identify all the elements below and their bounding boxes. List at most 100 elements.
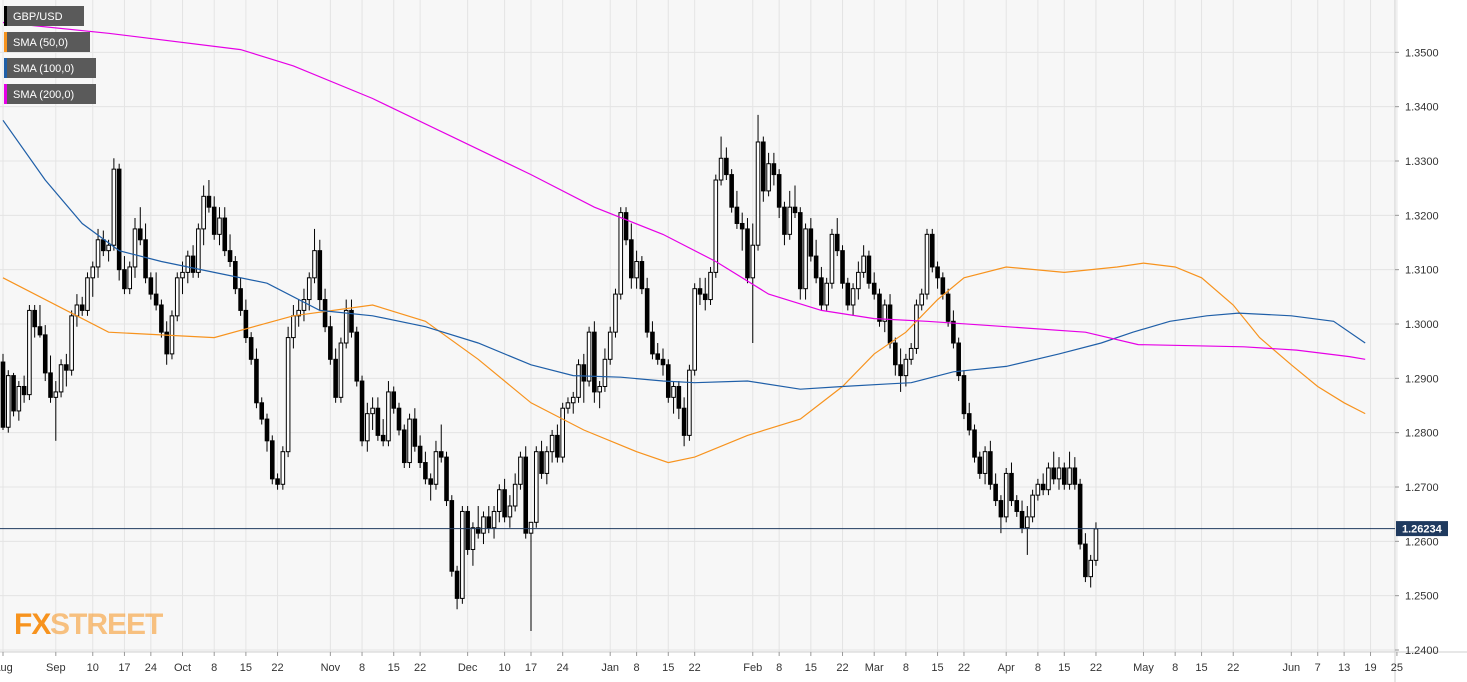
candle [143, 223, 148, 284]
candle-body-down [354, 331, 360, 382]
candle-body-up [370, 407, 375, 415]
candle-body-down [454, 570, 460, 599]
x-tick-label: 22 [958, 662, 970, 674]
candle [924, 228, 930, 300]
candle-body-down [1061, 467, 1067, 485]
y-tick-label: 1.3400 [1405, 102, 1439, 114]
candle [375, 397, 381, 441]
candle-body-up [291, 315, 296, 339]
candle-body-down [761, 141, 766, 192]
candle-body-down [269, 440, 275, 480]
candle [301, 288, 307, 322]
candle-body-down [734, 206, 740, 224]
candle [180, 261, 185, 295]
x-tick-label: 24 [557, 662, 569, 674]
candle-body-up [90, 266, 96, 279]
candle [877, 288, 882, 327]
candle-body-down [238, 288, 243, 311]
candle-body-down [148, 277, 154, 295]
candle-body-up [544, 451, 550, 474]
candle-body-up [174, 277, 180, 317]
candle-body-up [27, 309, 32, 396]
x-tick-label: 15 [931, 662, 943, 674]
candle [650, 321, 655, 360]
candle [597, 381, 602, 409]
candle-body-down [21, 385, 27, 396]
candle-body-up [312, 250, 317, 279]
candle [687, 364, 692, 441]
legend-item-label: SMA (50,0) [13, 37, 68, 49]
candle [48, 355, 53, 403]
candle [813, 239, 819, 284]
candle [908, 343, 914, 365]
candle [470, 522, 476, 566]
candle [16, 381, 22, 421]
candle-body-up [829, 233, 835, 284]
candle [761, 136, 766, 202]
candle-body-down [819, 277, 824, 306]
candle [101, 230, 106, 257]
legend-color-swatch [4, 84, 7, 104]
candle-body-up [460, 510, 465, 599]
x-tick-label: 8 [1172, 662, 1178, 674]
x-tick-label: 15 [1058, 662, 1070, 674]
candle-body-up [882, 304, 888, 322]
x-tick-label: Oct [174, 662, 191, 674]
candle [5, 370, 11, 433]
candle [460, 506, 465, 604]
candle-body-up [856, 271, 861, 290]
candle [861, 245, 866, 278]
candle [824, 277, 829, 311]
candle [243, 299, 249, 344]
candle [523, 446, 529, 539]
candle [153, 272, 159, 311]
candle [254, 348, 259, 409]
candle [544, 446, 550, 485]
y-tick-label: 1.2900 [1405, 373, 1439, 385]
candle-body-down [845, 282, 851, 306]
candle [85, 272, 90, 316]
candle [1014, 495, 1020, 517]
candle-body-down [1083, 543, 1088, 578]
legend-item: GBP/USD [4, 6, 84, 26]
candle [745, 218, 750, 284]
candle-body-up [386, 391, 391, 442]
x-tick-label: Feb [743, 662, 762, 674]
candle [555, 424, 560, 463]
candle-body-down [581, 364, 587, 382]
candle [951, 310, 956, 349]
candle [834, 218, 840, 257]
candle-body-down [993, 483, 998, 502]
candle-body-up [1025, 516, 1030, 529]
candle-body-up [908, 347, 914, 360]
candle-body-down [702, 293, 708, 301]
candle [539, 440, 544, 479]
candle [797, 207, 803, 300]
candle-body-down [391, 391, 397, 409]
candle [380, 419, 386, 447]
x-tick-label: 15 [388, 662, 400, 674]
candle [296, 299, 301, 327]
moving-averages [2, 21, 1366, 464]
watermark-street: STREET [50, 608, 163, 641]
watermark-fx: FX [14, 608, 51, 641]
candle-body-up [533, 451, 539, 523]
candle [248, 332, 254, 365]
candle [122, 256, 127, 295]
candle-body-down [972, 429, 977, 458]
candle [306, 272, 312, 311]
candle [613, 288, 618, 338]
candle-body-down [417, 445, 423, 464]
legend-item: SMA (200,0) [4, 84, 96, 104]
candle [285, 326, 291, 458]
candle-body-up [824, 282, 829, 306]
candle [32, 304, 37, 338]
candle-body-up [850, 288, 856, 306]
x-tick-label: Jan [601, 662, 619, 674]
x-tick-label: Jun [1282, 662, 1300, 674]
candle [893, 337, 898, 376]
candle [692, 283, 697, 376]
candle-body-up [74, 304, 80, 317]
candle-body-up [407, 418, 412, 464]
candle-body-down [137, 228, 143, 241]
